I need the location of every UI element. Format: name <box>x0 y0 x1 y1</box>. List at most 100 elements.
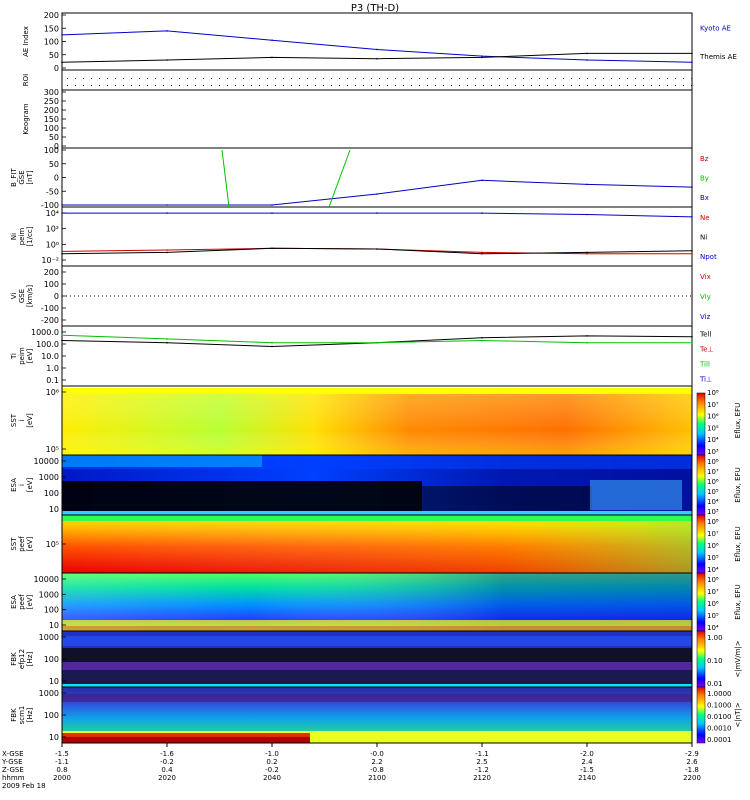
roi-dot <box>651 78 652 79</box>
roi-dot <box>331 85 332 86</box>
ylabel-ae-0: AE Index <box>22 26 30 57</box>
xtick-label-0-2: 0.8 <box>56 766 67 774</box>
roi-dot <box>275 85 276 86</box>
roi-dot <box>403 85 404 86</box>
roi-dot <box>667 85 668 86</box>
ytick-label-bfit-2: 0 <box>54 174 59 183</box>
roi-dot <box>691 78 692 79</box>
series-point-till-4 <box>481 339 483 342</box>
roi-dot <box>283 85 284 86</box>
roi-dot <box>547 85 548 86</box>
series-point-till-2 <box>271 341 273 344</box>
ylabel-temp-0: Ti <box>10 353 18 360</box>
colorbar-esa-ion <box>696 454 706 516</box>
roi-dot <box>155 85 156 86</box>
roi-dot <box>491 78 492 79</box>
series-point-tell-5 <box>586 335 588 337</box>
roi-dot <box>75 78 76 79</box>
series-point-till-6 <box>691 341 693 344</box>
legend-ae-0: Kyoto AE <box>700 24 731 32</box>
roi-dot <box>507 78 508 79</box>
roi-dot <box>259 78 260 79</box>
panel-frame-keogram <box>61 89 693 149</box>
cbar-tick-fbk_e-0: 1.00 <box>707 634 723 642</box>
series-point-npot-6 <box>691 216 693 218</box>
cbar-tick-esa_e-0: 10⁸ <box>707 576 719 584</box>
ytick-label-esa_i-2: 100 <box>44 489 59 498</box>
ytick-label-fbk_b-0: 1000 <box>39 689 59 698</box>
roi-dot <box>539 85 540 86</box>
roi-dot <box>243 85 244 86</box>
ytick-label-bfit-1: 50 <box>49 160 59 169</box>
ytick-label-bfit-3: -50 <box>46 187 59 196</box>
xtick-label-3-3: 2100 <box>368 774 386 782</box>
ytick-label-velocity-1: 100 <box>44 280 59 289</box>
roi-dot <box>307 85 308 86</box>
cbar-tick-fbk_b-1: 0.1000 <box>707 702 732 710</box>
colorbar-fbk-e <box>696 630 706 688</box>
legend-ae-1: Themis AE <box>699 53 737 61</box>
roi-dot <box>299 78 300 79</box>
roi-dot <box>99 78 100 79</box>
roi-dot <box>163 78 164 79</box>
roi-dot <box>619 85 620 86</box>
xrow-label-1: Y-GSE <box>1 758 23 766</box>
roi-dot <box>243 78 244 79</box>
cbar-tick-esa_i-4: 10⁴ <box>707 498 719 506</box>
xtick-label-4-2: -1.2 <box>475 766 489 774</box>
cbar-tick-sst_e-3: 10⁵ <box>707 554 719 562</box>
roi-dot <box>203 78 204 79</box>
cbar-tick-sst_e-1: 10⁷ <box>707 530 719 538</box>
plot-title: P3 (TH-D) <box>351 3 399 14</box>
cbar-label-esa_i: Eflux, EFU <box>734 467 742 502</box>
legend-density-1: Ni <box>700 234 707 242</box>
roi-dot <box>235 78 236 79</box>
xrow-label-3: hhmm <box>2 774 25 782</box>
roi-dot <box>395 85 396 86</box>
ytick-label-sst_i-1: 10⁵ <box>46 445 59 454</box>
roi-dot <box>91 78 92 79</box>
roi-dot <box>603 85 604 86</box>
ytick-label-density-1: 10² <box>46 225 59 234</box>
series-point-tell-0 <box>61 339 63 342</box>
series-point-ne-6 <box>691 252 693 255</box>
roi-dot <box>99 85 100 86</box>
ytick-label-temp-0: 1000.0 <box>31 328 59 337</box>
roi-dot <box>563 78 564 79</box>
roi-dot <box>219 78 220 79</box>
legend-velocity-0: Vix <box>700 273 711 281</box>
roi-dot <box>667 78 668 79</box>
roi-dot <box>579 78 580 79</box>
colorbar-esa-electron <box>696 572 706 632</box>
ylabel-sst_i-1: i <box>18 419 26 421</box>
roi-dot <box>675 78 676 79</box>
roi-dot <box>651 85 652 86</box>
roi-dot <box>115 85 116 86</box>
xtick-label-6-3: 2200 <box>683 774 701 782</box>
series-line-bx <box>62 179 693 206</box>
series-point-npot-0 <box>61 212 63 214</box>
ytick-label-density-0: 10⁴ <box>46 209 59 218</box>
xrow-label-0: X-GSE <box>2 750 24 758</box>
series-point-ni-4 <box>481 252 483 255</box>
panel-frame-velocity <box>61 265 693 327</box>
roi-dot <box>195 78 196 79</box>
ylabel-keogram-0: Keogram <box>22 103 30 134</box>
ytick-label-temp-2: 10.0 <box>41 352 59 361</box>
roi-dot <box>339 85 340 86</box>
ytick-label-esa_i-3: 10 <box>49 505 59 514</box>
roi-dot <box>459 85 460 86</box>
roi-dot <box>419 78 420 79</box>
roi-dot <box>371 78 372 79</box>
series-point-themis-ae-6 <box>691 52 693 55</box>
ytick-label-bfit-0: 100 <box>44 146 59 155</box>
series-point-npot-4 <box>481 212 483 214</box>
roi-dot <box>227 85 228 86</box>
ytick-label-fbk_e-1: 100 <box>44 655 59 664</box>
series-point-ne-1 <box>166 249 168 251</box>
ytick-label-velocity-0: 200 <box>44 268 59 277</box>
roi-dot <box>171 85 172 86</box>
roi-dot <box>139 85 140 86</box>
roi-dot <box>515 85 516 86</box>
